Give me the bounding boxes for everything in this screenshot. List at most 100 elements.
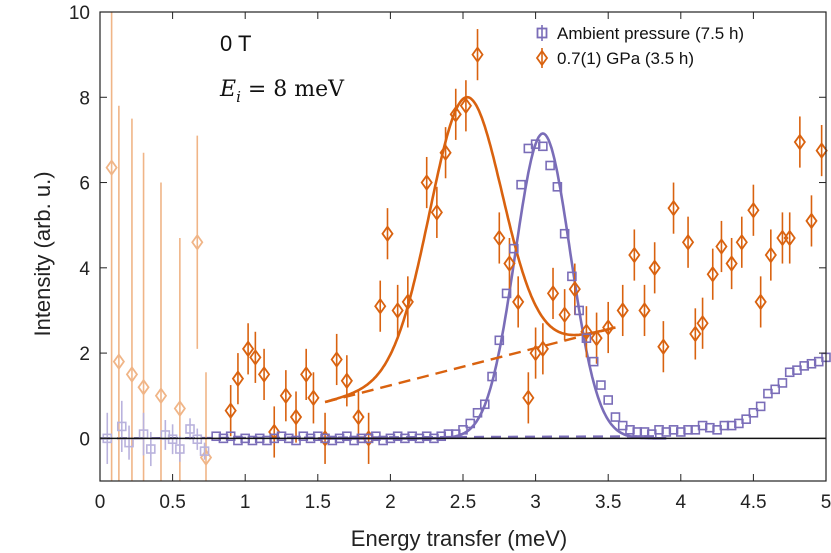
pressure-background-line [324, 326, 616, 404]
pressure-point [374, 297, 387, 315]
pressure-point [522, 389, 535, 407]
ambient-point [487, 371, 497, 382]
pressure-point [224, 402, 237, 420]
x-tick-label: 1.5 [305, 492, 331, 513]
pressure-point [381, 225, 394, 243]
x-tick-label: 0.5 [159, 492, 185, 513]
pressure-point [725, 255, 738, 273]
x-tick-label: 4 [676, 492, 687, 513]
pressure-point [503, 255, 516, 273]
pressure-point [420, 173, 433, 192]
energy-annotation: Ei = 8 meV [219, 77, 345, 106]
pressure-point [590, 329, 603, 347]
data-markers [102, 12, 831, 481]
y-tick-label: 8 [79, 88, 90, 109]
pressure-point [747, 201, 760, 219]
ambient-faded-point [175, 444, 185, 454]
pressure-point [558, 306, 571, 324]
ambient-point [610, 412, 621, 422]
ambient-point [552, 182, 563, 192]
pressure-point [735, 233, 748, 251]
pressure-point [330, 350, 343, 369]
pressure-point [546, 284, 560, 302]
ambient-point [458, 425, 468, 435]
ambient-point [777, 378, 788, 388]
pressure-point [300, 365, 313, 383]
pressure-point [667, 199, 680, 217]
legend: Ambient pressure (7.5 h) 0.7(1) GPa (3.5… [535, 24, 744, 68]
x-tick-label: 2 [385, 492, 396, 513]
ambient-point [770, 384, 780, 395]
pressure-point [689, 325, 702, 343]
ambient-faded-point [185, 424, 195, 434]
x-tick-label: 4.5 [740, 492, 766, 513]
ambient-point [741, 414, 751, 424]
pressure-point [340, 372, 353, 390]
ambient-point [545, 160, 555, 171]
pressure-point [754, 293, 767, 311]
x-tick-label: 3 [530, 492, 541, 513]
pressure-point [391, 301, 404, 320]
pressure-faded-point [154, 387, 168, 405]
y-axis-title: Intensity (arb. u.) [30, 171, 55, 336]
pressure-point [536, 340, 549, 358]
ambient-point [538, 141, 548, 152]
ambient-point [588, 356, 599, 367]
ambient-point [603, 395, 614, 405]
pressure-point [439, 144, 452, 162]
ambient-faded-point [146, 444, 156, 454]
legend-marker-ambient [536, 25, 548, 41]
legend-marker-pressure [535, 48, 549, 68]
pressure-point [493, 229, 506, 247]
pressure-point [805, 212, 818, 230]
y-tick-label: 10 [69, 3, 90, 24]
ambient-faded-point [199, 446, 210, 456]
ambient-point [596, 380, 606, 390]
pressure-point [512, 293, 525, 311]
pressure-fit-curve [324, 95, 616, 404]
pressure-point [793, 133, 806, 151]
legend-label-ambient: Ambient pressure (7.5 h) [557, 24, 744, 43]
pressure-point [764, 246, 777, 264]
ambient-point [581, 333, 592, 343]
pressure-point [706, 265, 719, 283]
pressure-point [616, 301, 629, 320]
ambient-point [574, 305, 584, 316]
ambient-point [501, 288, 512, 299]
ambient-point [494, 335, 505, 346]
x-tick-label: 3.5 [595, 492, 621, 513]
ambient-point [559, 228, 570, 239]
pressure-point [430, 203, 443, 221]
pressure-point [249, 348, 262, 366]
ambient-point [567, 271, 577, 282]
ambient-point [755, 401, 766, 412]
ambient-point [479, 399, 490, 410]
field-annotation: 0 T [220, 31, 251, 56]
x-axis-title: Energy transfer (meV) [351, 526, 567, 551]
pressure-faded-point [137, 378, 150, 396]
pressure-point [307, 389, 320, 407]
y-tick-label: 4 [79, 259, 90, 280]
fit-curves [99, 95, 667, 440]
y-tick-label: 2 [79, 344, 90, 365]
axis-ticks: 0 0.5 1 1.5 2 2.5 3 3.5 4 4.5 5 0 2 4 6 8 10 [69, 3, 831, 513]
ambient-faded-point [116, 421, 127, 432]
pressure-point [638, 301, 651, 320]
pressure-point [279, 387, 292, 405]
pressure-point [459, 97, 473, 115]
pressure-faded-point [191, 233, 204, 251]
ambient-point [509, 243, 519, 254]
y-tick-label: 0 [79, 429, 90, 450]
pressure-point [602, 318, 615, 337]
pressure-point [657, 338, 670, 356]
pressure-faded-point [112, 353, 125, 371]
pressure-point [241, 340, 255, 358]
pressure-point [715, 237, 728, 256]
legend-label-pressure: 0.7(1) GPa (3.5 h) [557, 49, 694, 68]
pressure-point [401, 293, 414, 311]
pressure-point [352, 408, 365, 426]
pressure-point [257, 365, 271, 383]
ambient-point [465, 418, 476, 429]
ambient-point [516, 179, 526, 190]
